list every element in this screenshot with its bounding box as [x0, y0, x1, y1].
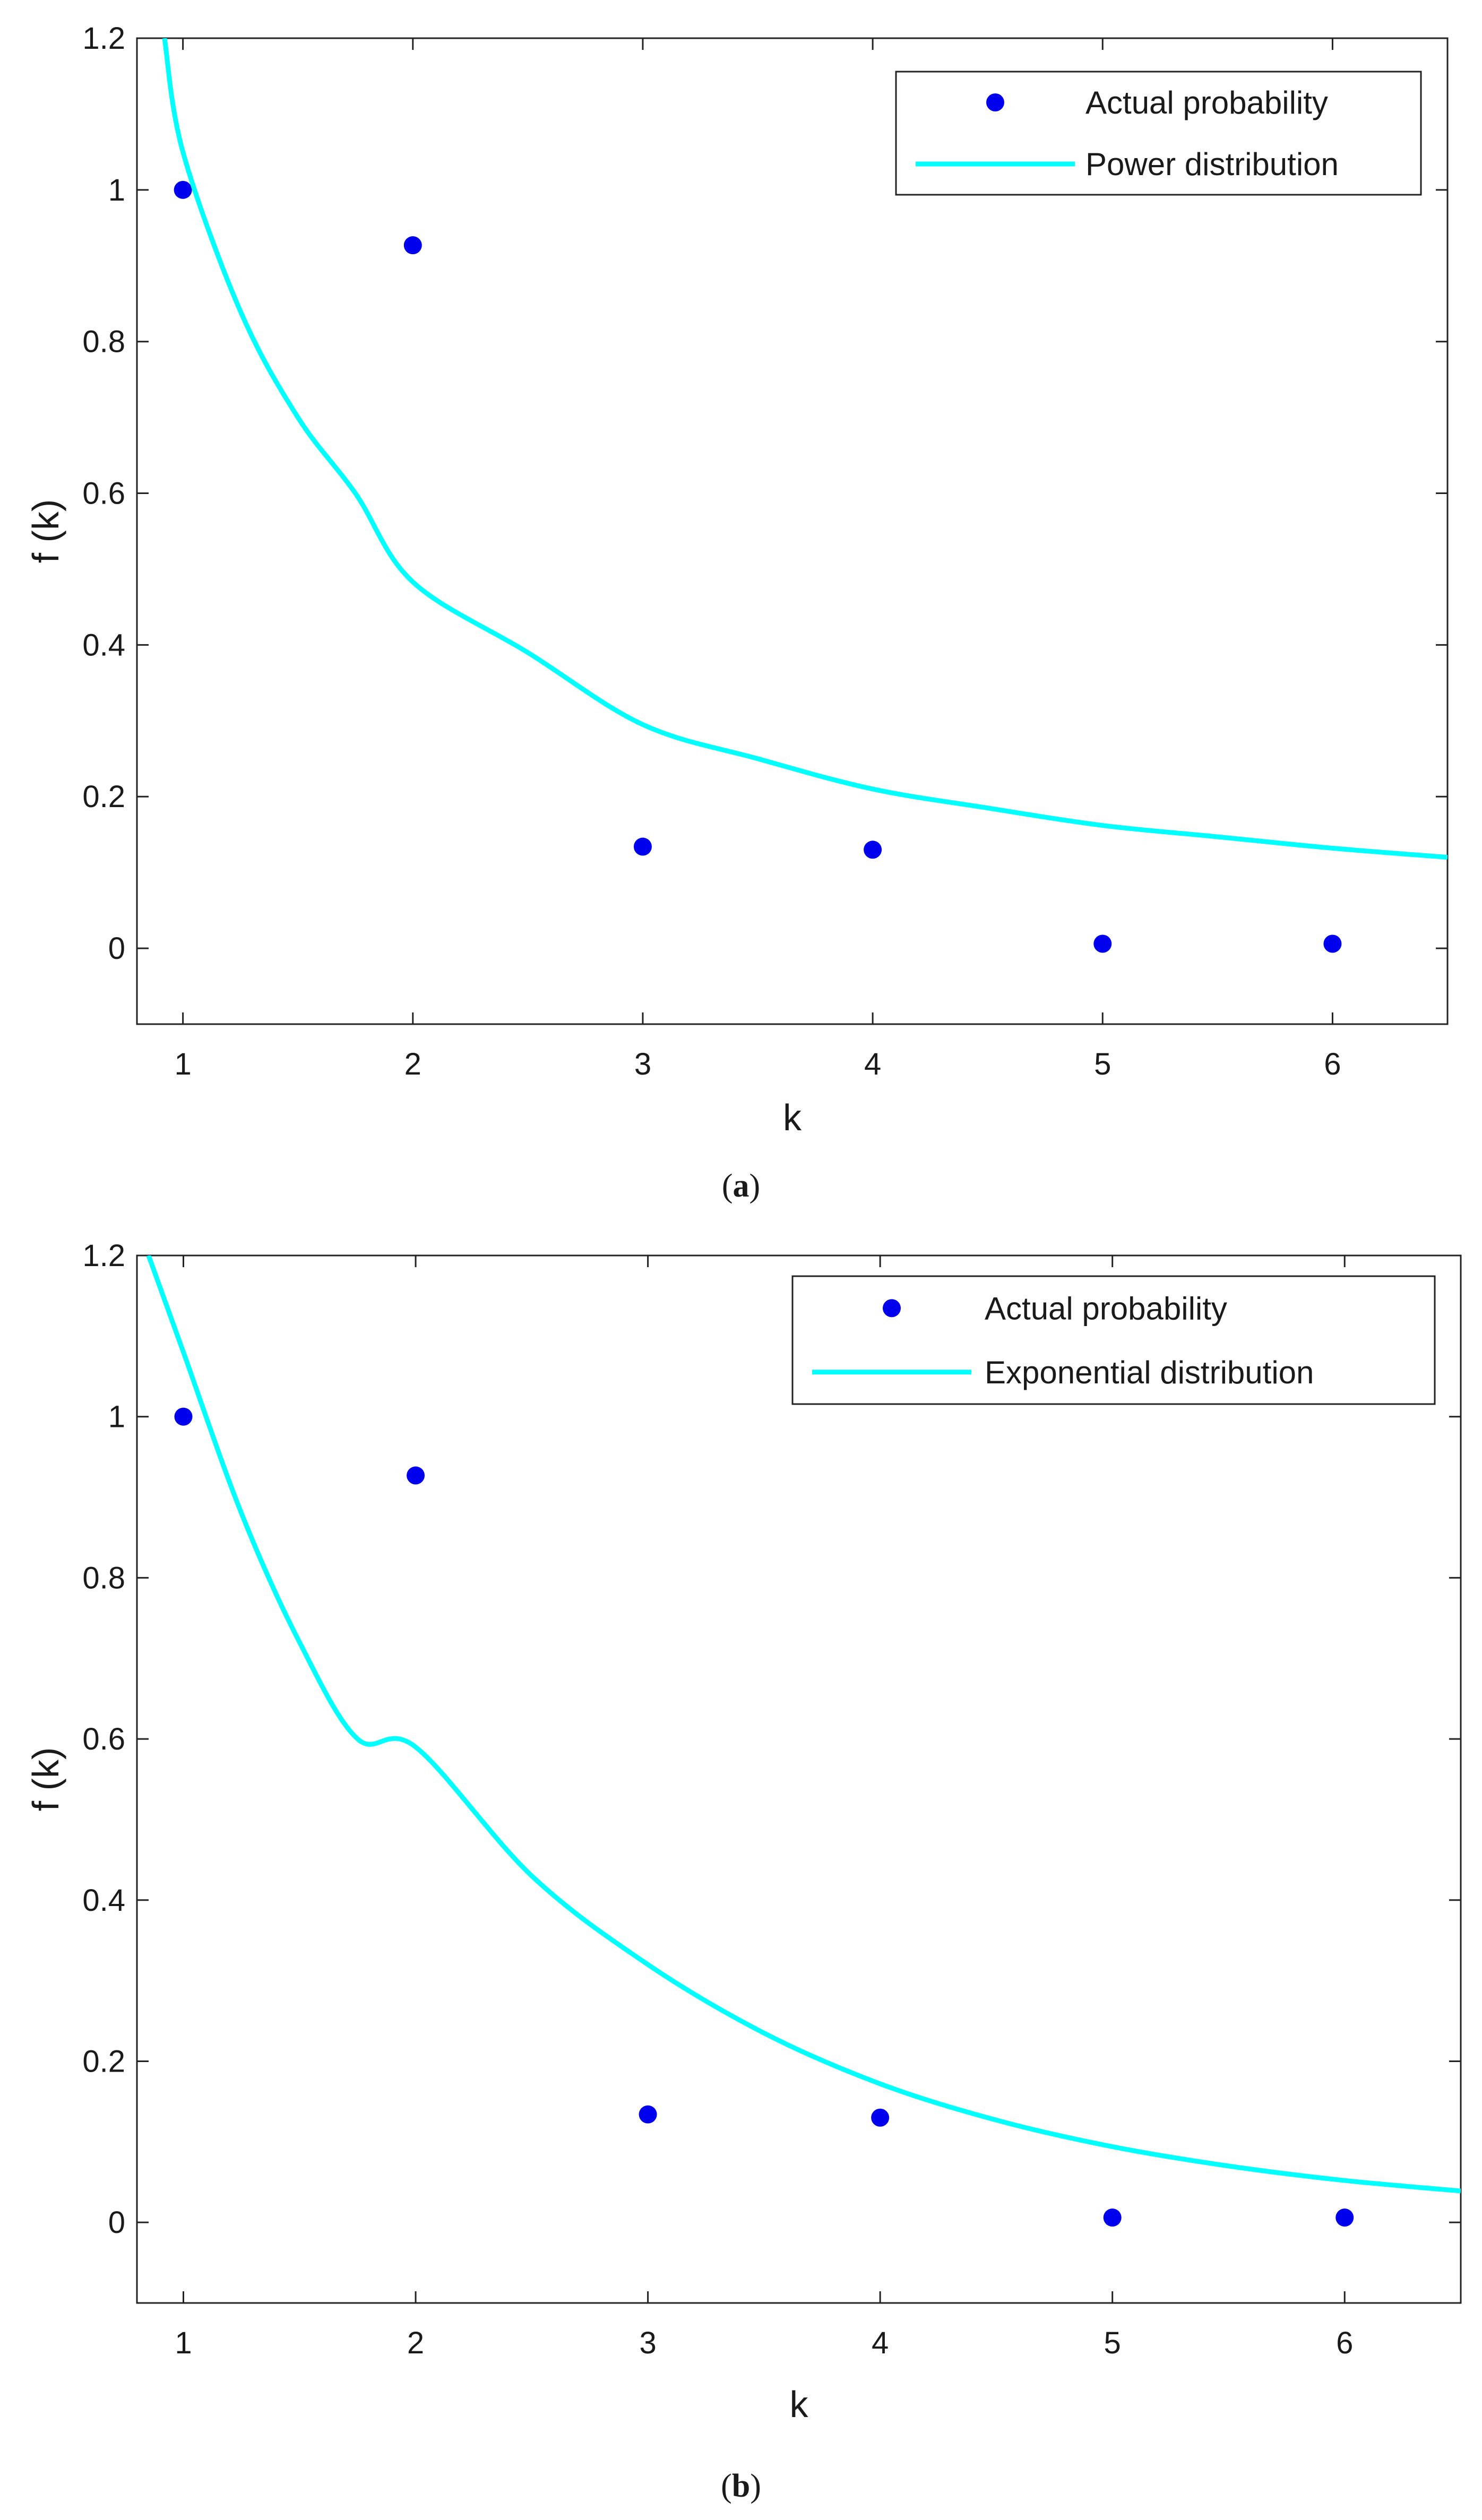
panel-letter: a: [733, 1168, 749, 1204]
x-tick-label: 1: [174, 1047, 191, 1081]
x-tick-label: 4: [864, 1047, 881, 1081]
legend-entry-label: Power distribution: [1085, 146, 1339, 182]
y-tick-label: 1: [108, 173, 125, 207]
x-tick-label: 1: [175, 2326, 192, 2360]
y-axis-label: f (k): [25, 1747, 66, 1812]
x-axis-label: k: [783, 1097, 802, 1138]
series-line-1: [146, 1255, 1461, 2194]
chart-panel-a: 1 2 3 4 5 6 0 0.2 0.4 0.6 0.8 1 1.2 Actual probabilit…: [25, 21, 1449, 1204]
data-point: [639, 2105, 657, 2124]
y-tick-label: 1.2: [82, 21, 125, 56]
x-tick-label: 5: [1104, 2326, 1121, 2360]
x-tick-label: 6: [1324, 1047, 1341, 1081]
y-tick-label: 0.8: [82, 325, 125, 359]
legend-entry-label: Actual probability: [1085, 85, 1328, 120]
x-tick-label: 3: [634, 1047, 651, 1081]
legend-point-symbol: [986, 93, 1004, 111]
data-point: [1335, 2209, 1354, 2227]
y-tick-label: 0.6: [82, 1722, 125, 1756]
x-axis-label: k: [790, 2384, 809, 2425]
y-axis-label: f (k): [25, 499, 66, 564]
legend-point-symbol: [883, 1299, 901, 1318]
panel-letter: b: [732, 2468, 750, 2504]
y-tick-label: 0.6: [82, 477, 125, 511]
data-point: [633, 837, 652, 856]
y-tick-label: 0: [108, 2205, 125, 2240]
plot-area-frame: [136, 1254, 1462, 2304]
data-point: [871, 2108, 890, 2127]
data-point: [864, 841, 882, 859]
y-tick-label: 0.2: [82, 780, 125, 814]
panel-caption: (a): [722, 1168, 760, 1204]
y-tick-label: 0: [108, 931, 125, 966]
y-tick-label: 1.2: [82, 1239, 125, 1273]
plot-area-frame: [136, 37, 1449, 1025]
x-tick-label: 2: [407, 2326, 424, 2360]
series-line-1: [162, 38, 1447, 860]
x-tick-label: 5: [1094, 1047, 1111, 1081]
data-point: [174, 1407, 193, 1426]
y-tick-label: 0.2: [82, 2044, 125, 2079]
y-tick-label: 0.8: [82, 1561, 125, 1595]
panel-caption: (b): [721, 2468, 761, 2504]
data-point: [1323, 934, 1342, 953]
x-tick-label: 2: [404, 1047, 421, 1081]
y-tick-label: 0.4: [82, 1883, 125, 1918]
legend-box: [791, 1275, 1436, 1405]
legend-entry-label: Actual probability: [985, 1291, 1227, 1326]
data-point: [1093, 934, 1112, 953]
data-point: [407, 1466, 425, 1485]
y-tick-label: 0.4: [82, 628, 125, 662]
x-tick-label: 6: [1336, 2326, 1353, 2360]
x-tick-label: 4: [872, 2326, 889, 2360]
chart-panel-b: 1 2 3 4 5 6 0 0.2 0.4 0.6 0.8 1 1.2 Actual probabilit…: [25, 1239, 1462, 2504]
data-point: [403, 236, 422, 255]
x-tick-label: 3: [639, 2326, 656, 2360]
y-tick-label: 1: [108, 1400, 125, 1434]
legend-box: [895, 71, 1422, 196]
legend-entry-label: Exponential distribution: [985, 1355, 1314, 1390]
data-point: [174, 180, 192, 199]
data-point: [1103, 2209, 1122, 2227]
